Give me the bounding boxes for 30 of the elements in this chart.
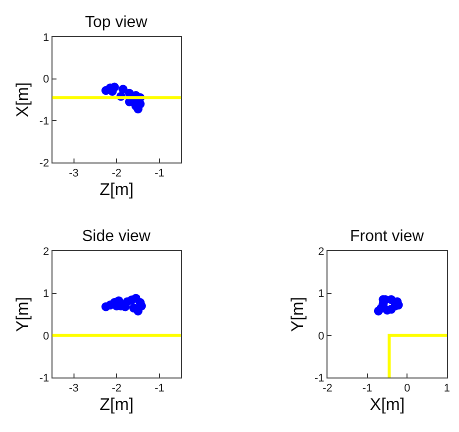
y-tick-label: 2 [318,246,324,258]
chart-title: Front view [350,228,424,245]
y-tick-label: -1 [39,115,50,128]
x-axis-title: X[m] [370,395,405,414]
y-tick-label: 2 [43,246,50,258]
x-tick-label: -1 [154,382,164,395]
y-tick-label: 1 [43,32,50,44]
chart-title: Top view [85,14,148,31]
y-tick-label: 0 [43,330,50,342]
y-axis-title: Y[m] [288,296,308,332]
x-tick-label: 0 [404,382,410,395]
y-axis-title: X[m] [12,82,32,118]
x-axis-title: Z[m] [100,395,134,414]
y-tick-label: -1 [39,372,50,384]
x-tick-label: 1 [444,382,450,395]
y-tick-label: 1 [43,288,50,300]
y-axis-title: Y[m] [12,296,32,332]
y-tick-label: -2 [39,157,50,170]
x-tick-label: -3 [68,382,79,395]
y-tick-label: 1 [318,288,324,300]
x-tick-label: -3 [68,168,79,180]
chart-title: Side view [82,228,151,245]
x-tick-label: -1 [362,382,372,395]
y-tick-label: 0 [318,330,324,342]
x-tick-label: -2 [112,168,122,180]
x-tick-label: -1 [154,168,164,180]
y-tick-label: 0 [43,74,50,86]
x-axis-title: Z[m] [100,180,134,200]
x-tick-label: -2 [112,382,122,395]
y-tick-label: -1 [314,372,324,384]
